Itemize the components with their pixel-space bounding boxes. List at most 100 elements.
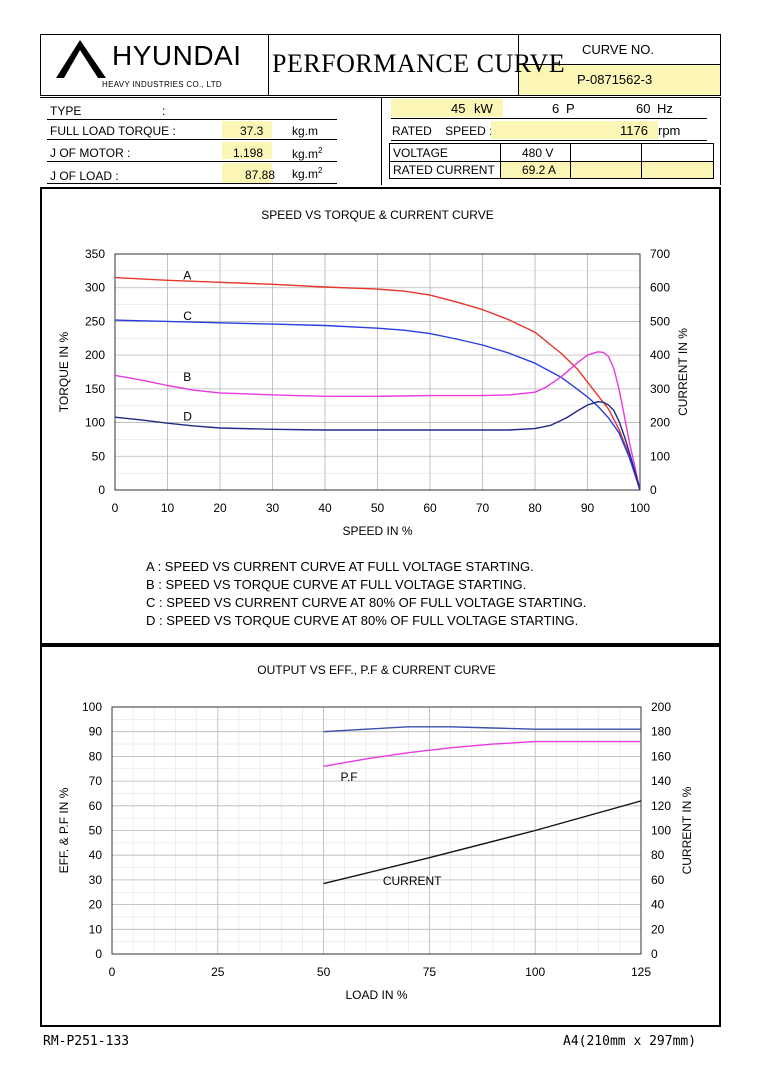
j-load-value: 87.88 (245, 168, 276, 182)
y2-axis-label: CURRENT IN % (676, 328, 690, 416)
kw-rule (391, 118, 707, 119)
y2-tick-label: 0 (651, 947, 658, 961)
chart1-note: C : SPEED VS CURRENT CURVE AT 80% OF FUL… (146, 595, 587, 610)
y2-tick-label: 400 (650, 348, 670, 362)
kw-value: 45 (451, 101, 466, 116)
x-tick-label: 90 (581, 501, 595, 515)
full-load-torque-unit: kg.m (292, 124, 319, 138)
y-tick-label: 20 (89, 898, 103, 912)
type-colon: : (162, 104, 166, 118)
y-tick-label: 300 (85, 281, 105, 295)
spec-right-top-rule (381, 97, 721, 98)
curve-no-highlight (519, 65, 720, 95)
page-title: PERFORMANCE CURVE (272, 49, 566, 78)
y2-tick-label: 80 (651, 848, 665, 862)
series-annotation: D (183, 410, 192, 424)
x-tick-label: 80 (528, 501, 542, 515)
company-name: HYUNDAI (112, 40, 242, 71)
chart1-note: A : SPEED VS CURRENT CURVE AT FULL VOLTA… (146, 559, 534, 574)
type-rule (47, 119, 337, 120)
y-tick-label: 250 (85, 314, 105, 328)
y-tick-label: 50 (92, 449, 106, 463)
series-line-current (323, 800, 642, 885)
spec-left-top-rule (40, 97, 381, 98)
full-load-torque-highlight (222, 121, 272, 138)
series-line-b (114, 351, 641, 491)
chart-title: SPEED VS TORQUE & CURRENT CURVE (261, 208, 494, 222)
y-tick-label: 0 (95, 947, 102, 961)
y2-tick-label: 180 (651, 725, 671, 739)
x-tick-label: 10 (161, 501, 175, 515)
full-load-torque-value: 37.3 (240, 124, 264, 138)
j-motor-value: 1.198 (233, 146, 264, 160)
series-line-a (114, 276, 641, 491)
torque-rule (47, 139, 337, 140)
spec-right-frame (381, 97, 721, 185)
j-motor-unit: kg.m2 (292, 146, 322, 161)
y2-tick-label: 140 (651, 774, 671, 788)
y2-tick-label: 100 (650, 449, 670, 463)
y-tick-label: 350 (85, 247, 105, 261)
rated-current-hl1 (501, 162, 570, 178)
y-tick-label: 10 (89, 922, 103, 936)
rated-speed-rule (391, 140, 707, 141)
y-tick-label: 60 (89, 799, 103, 813)
j-motor-rule (47, 161, 337, 162)
y2-tick-label: 20 (651, 922, 665, 936)
j-load-unit-text: kg.m (292, 167, 319, 181)
series-line-p-f (323, 740, 641, 767)
x-tick-label: 40 (318, 501, 332, 515)
series-annotation: P.F (341, 770, 358, 784)
y-tick-label: 0 (98, 483, 105, 497)
hz-value: 60 (636, 101, 651, 116)
voltage-table: VOLTAGE 480 V RATED CURRENT 69.2 A (389, 143, 714, 179)
x-tick-label: 30 (266, 501, 280, 515)
chart1-frame (40, 187, 721, 645)
y2-tick-label: 100 (651, 824, 671, 838)
x-tick-label: 100 (525, 965, 545, 979)
plot-area (111, 706, 642, 955)
voltage-table-col2 (570, 144, 571, 178)
y2-tick-label: 600 (650, 281, 670, 295)
output-eff-pf-current-chart: 0 25 50 75 100 125010203040506070809010002040… (57, 663, 694, 1002)
y-tick-label: 90 (89, 725, 103, 739)
y-tick-label: 200 (85, 348, 105, 362)
y2-tick-label: 160 (651, 749, 671, 763)
y-tick-label: 70 (89, 774, 103, 788)
series-line-c (114, 319, 641, 491)
curve-no-value: P-0871562-3 (577, 72, 653, 87)
series-line-d (114, 400, 641, 491)
y2-axis-label: CURRENT IN % (680, 786, 694, 874)
series-annotation: CURRENT (383, 874, 442, 888)
y-tick-label: 100 (82, 700, 102, 714)
chart-title: OUTPUT VS EFF., P.F & CURRENT CURVE (257, 663, 496, 677)
series-annotation: C (183, 309, 192, 323)
chart2-frame (40, 645, 721, 1027)
x-tick-label: 20 (213, 501, 227, 515)
chart1-note: D : SPEED VS TORQUE CURVE AT 80% OF FULL… (146, 613, 579, 628)
voltage-table-col1 (500, 144, 501, 178)
y2-tick-label: 300 (650, 382, 670, 396)
j-motor-highlight (222, 142, 272, 159)
y2-tick-label: 700 (650, 247, 670, 261)
j-load-highlight (222, 163, 272, 184)
curve-no-label: CURVE NO. (582, 42, 654, 57)
y-tick-label: 40 (89, 848, 103, 862)
x-tick-label: 50 (371, 501, 385, 515)
y-axis-label: EFF. & P.F IN % (57, 787, 71, 873)
rated-current-hl2 (571, 162, 641, 178)
curve-no-divider (518, 64, 721, 65)
y-tick-label: 80 (89, 749, 103, 763)
header-divider-1 (268, 34, 269, 96)
rated-current-hl3 (642, 162, 713, 178)
x-tick-label: 60 (423, 501, 437, 515)
voltage-label: VOLTAGE (393, 146, 448, 160)
series-line-eff (323, 726, 641, 733)
y2-tick-label: 500 (650, 314, 670, 328)
kw-unit: kW (474, 101, 493, 116)
y2-tick-label: 120 (651, 799, 671, 813)
voltage-value: 480 V (522, 146, 554, 160)
rated-speed-highlight (491, 121, 658, 139)
j-motor-label: J OF MOTOR : (50, 146, 131, 160)
plot-area (114, 253, 641, 491)
